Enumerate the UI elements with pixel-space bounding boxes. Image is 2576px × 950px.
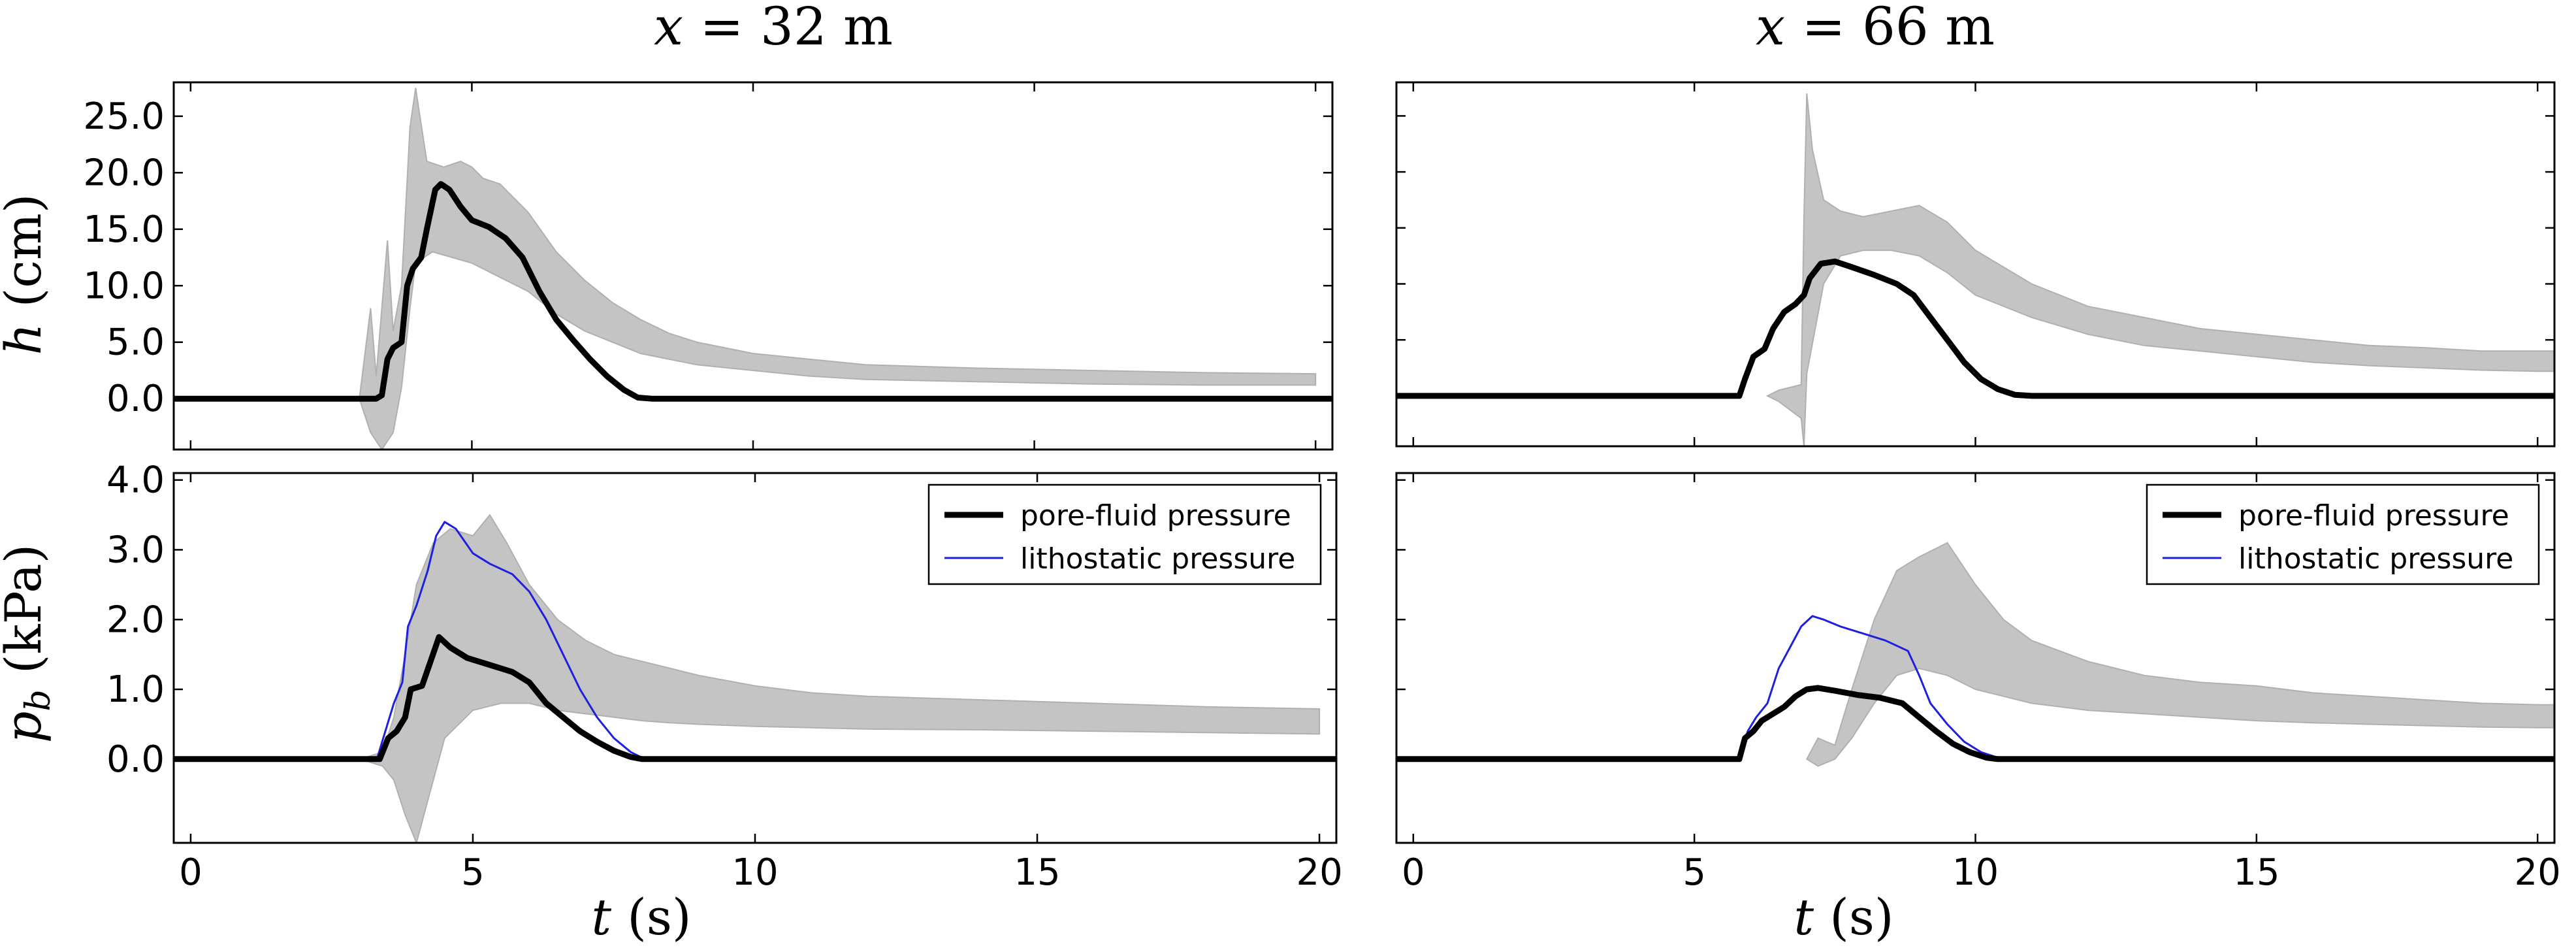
panel-pb-x66: 0 5 10 15 20 pore-fluid pressure lithostatic p… <box>1395 472 2561 894</box>
x-tick-label: 20 <box>1296 851 1342 894</box>
model-line <box>1396 258 2554 399</box>
plot-area <box>174 88 1332 450</box>
y-tick-label: 25.0 <box>83 95 165 138</box>
panel-h-x66 <box>1395 81 2556 448</box>
model-line <box>174 181 1332 402</box>
x-tick-label: 10 <box>1952 851 1999 894</box>
x-tick-label: 15 <box>2233 851 2279 894</box>
y-tick-label: 10.0 <box>83 265 165 307</box>
x-axis-label-right: t (s) <box>1794 888 1893 946</box>
panel-h-x32: 0.0 5.0 10.0 15.0 20.0 25.0 <box>83 81 1334 451</box>
y-tick-label: 4.0 <box>106 459 165 502</box>
legend-label: pore-fluid pressure <box>1020 499 1291 532</box>
legend-label: lithostatic pressure <box>2238 542 2513 576</box>
y-tick-label: 0.0 <box>106 378 165 420</box>
axes-frame <box>172 81 1334 451</box>
y-tick-label: 15.0 <box>83 208 165 251</box>
legend-label: lithostatic pressure <box>1020 542 1295 576</box>
pore-fluid-pressure-line <box>1396 685 2554 762</box>
x-tick-label: 0 <box>1402 851 1425 894</box>
y-tick-label: 0.0 <box>106 738 165 781</box>
lithostatic-pressure-line <box>174 521 1336 761</box>
legend-box <box>927 483 1322 585</box>
x-tick-label: 15 <box>1014 851 1060 894</box>
panel-pb-x32: 0 5 10 15 20 0.0 1.0 2.0 3.0 4.0 pore-fluid pressu… <box>106 459 1343 894</box>
measured-band <box>1765 93 2554 446</box>
legend: pore-fluid pressure lithostatic pressure <box>2146 483 2540 585</box>
plot-area <box>174 514 1336 843</box>
y-tick-label: 20.0 <box>83 152 165 194</box>
y-tick-label: 3.0 <box>106 529 165 571</box>
lithostatic-pressure-line <box>1396 615 2554 761</box>
column-title-left: x = 32 m <box>654 0 893 57</box>
x-tick-label: 5 <box>1682 851 1706 894</box>
x-tick-label: 0 <box>179 851 202 894</box>
plot-area <box>1396 542 2554 767</box>
measured-band <box>1805 542 2554 767</box>
column-title-right: x = 66 m <box>1756 0 1995 57</box>
y-tick-label: 1.0 <box>106 668 165 711</box>
x-tick-label: 10 <box>732 851 778 894</box>
legend-box <box>2146 483 2540 585</box>
y-tick-label: 5.0 <box>106 321 165 364</box>
legend: pore-fluid pressure lithostatic pressure <box>927 483 1322 585</box>
measured-band <box>359 88 1317 450</box>
y-axis-label-bottom: pb (kPa) <box>0 544 58 744</box>
x-tick-label: 5 <box>461 851 485 894</box>
y-tick-label: 2.0 <box>106 598 165 641</box>
y-axis-label-top: h (cm) <box>0 193 52 355</box>
pore-fluid-pressure-line <box>174 634 1336 762</box>
x-axis-label-left: t (s) <box>591 888 691 946</box>
legend-label: pore-fluid pressure <box>2238 499 2509 532</box>
measured-band <box>357 514 1321 843</box>
x-tick-label: 20 <box>2515 851 2561 894</box>
plot-area <box>1396 93 2554 446</box>
